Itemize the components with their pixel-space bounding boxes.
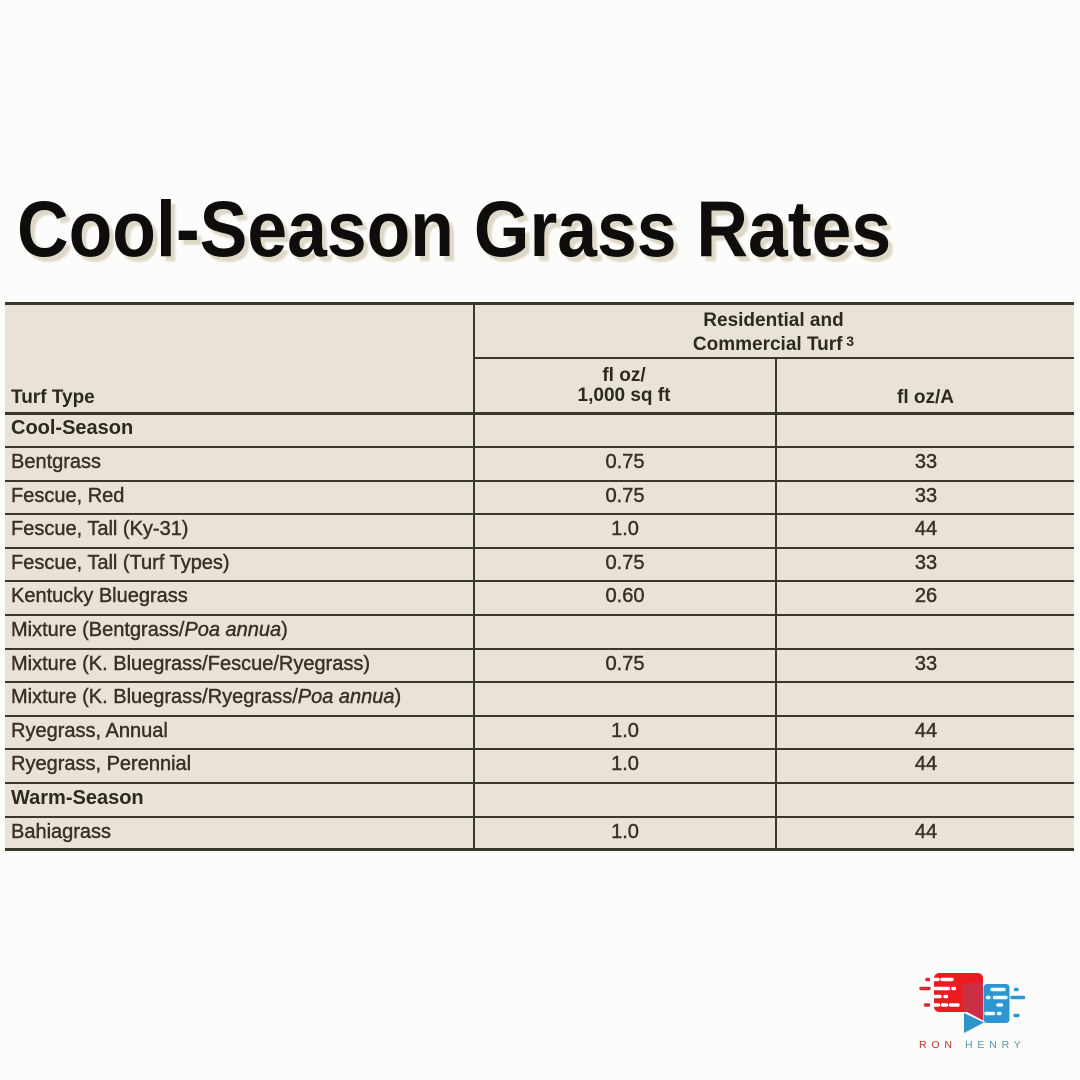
svg-text:HENRY: HENRY xyxy=(965,1039,1026,1051)
svg-text:RON: RON xyxy=(919,1039,957,1051)
